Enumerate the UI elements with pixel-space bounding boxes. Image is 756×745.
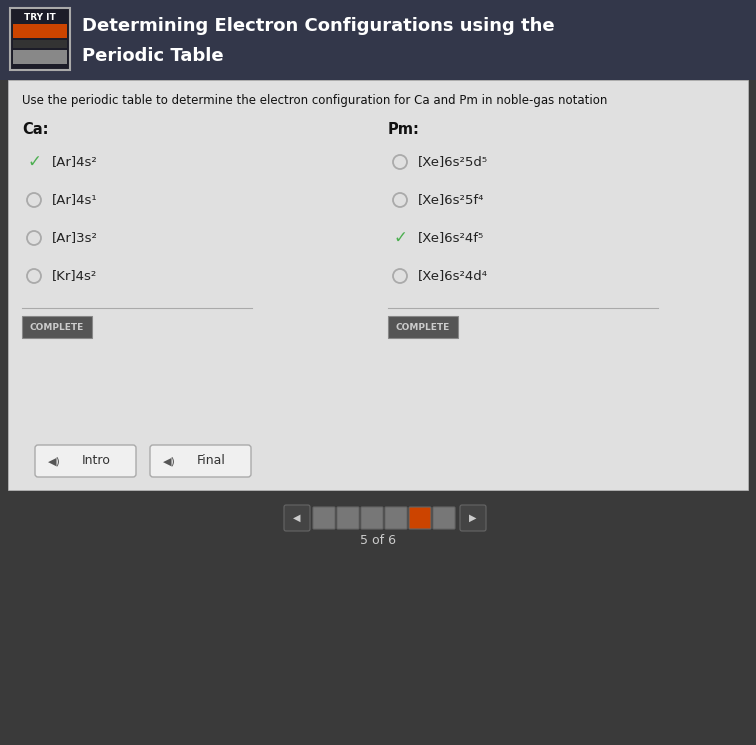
Bar (388, 316, 458, 338)
Bar (10, 8, 70, 70)
Text: [Xe]6s²5f⁴: [Xe]6s²5f⁴ (418, 194, 485, 206)
FancyBboxPatch shape (337, 507, 359, 529)
Bar (13, 50, 67, 64)
Text: [Xe]6s²5d⁵: [Xe]6s²5d⁵ (418, 156, 488, 168)
FancyBboxPatch shape (284, 505, 310, 531)
Text: ◀: ◀ (293, 513, 301, 523)
Bar (13, 40, 67, 48)
Text: [Xe]6s²4f⁵: [Xe]6s²4f⁵ (418, 232, 485, 244)
Bar (22, 316, 92, 338)
FancyBboxPatch shape (409, 507, 431, 529)
FancyBboxPatch shape (361, 507, 383, 529)
Text: Periodic Table: Periodic Table (82, 47, 224, 65)
FancyBboxPatch shape (460, 505, 486, 531)
Text: TRY IT: TRY IT (24, 13, 56, 22)
Text: Final: Final (197, 454, 225, 468)
FancyBboxPatch shape (433, 507, 455, 529)
Text: [Ar]4s¹: [Ar]4s¹ (52, 194, 98, 206)
Text: Intro: Intro (82, 454, 110, 468)
Text: Pm:: Pm: (388, 122, 420, 137)
Text: [Ar]4s²: [Ar]4s² (52, 156, 98, 168)
Text: Use the periodic table to determine the electron configuration for Ca and Pm in : Use the periodic table to determine the … (22, 94, 607, 107)
Bar (8, 80, 748, 490)
Text: ◀): ◀) (48, 456, 60, 466)
Text: 5 of 6: 5 of 6 (360, 533, 396, 547)
FancyBboxPatch shape (35, 445, 136, 477)
Text: ◀): ◀) (163, 456, 175, 466)
Text: COMPLETE: COMPLETE (396, 323, 450, 332)
Text: Determining Electron Configurations using the: Determining Electron Configurations usin… (82, 17, 555, 35)
Text: ✓: ✓ (27, 153, 41, 171)
Text: [Ar]3s²: [Ar]3s² (52, 232, 98, 244)
Text: Ca:: Ca: (22, 122, 48, 137)
Text: COMPLETE: COMPLETE (30, 323, 84, 332)
Text: ▶: ▶ (469, 513, 477, 523)
FancyBboxPatch shape (313, 507, 335, 529)
Bar (13, 24, 67, 38)
Text: ✓: ✓ (393, 229, 407, 247)
FancyBboxPatch shape (150, 445, 251, 477)
FancyBboxPatch shape (385, 507, 407, 529)
Text: [Kr]4s²: [Kr]4s² (52, 270, 98, 282)
Bar (0, 0, 756, 80)
Text: [Xe]6s²4d⁴: [Xe]6s²4d⁴ (418, 270, 488, 282)
